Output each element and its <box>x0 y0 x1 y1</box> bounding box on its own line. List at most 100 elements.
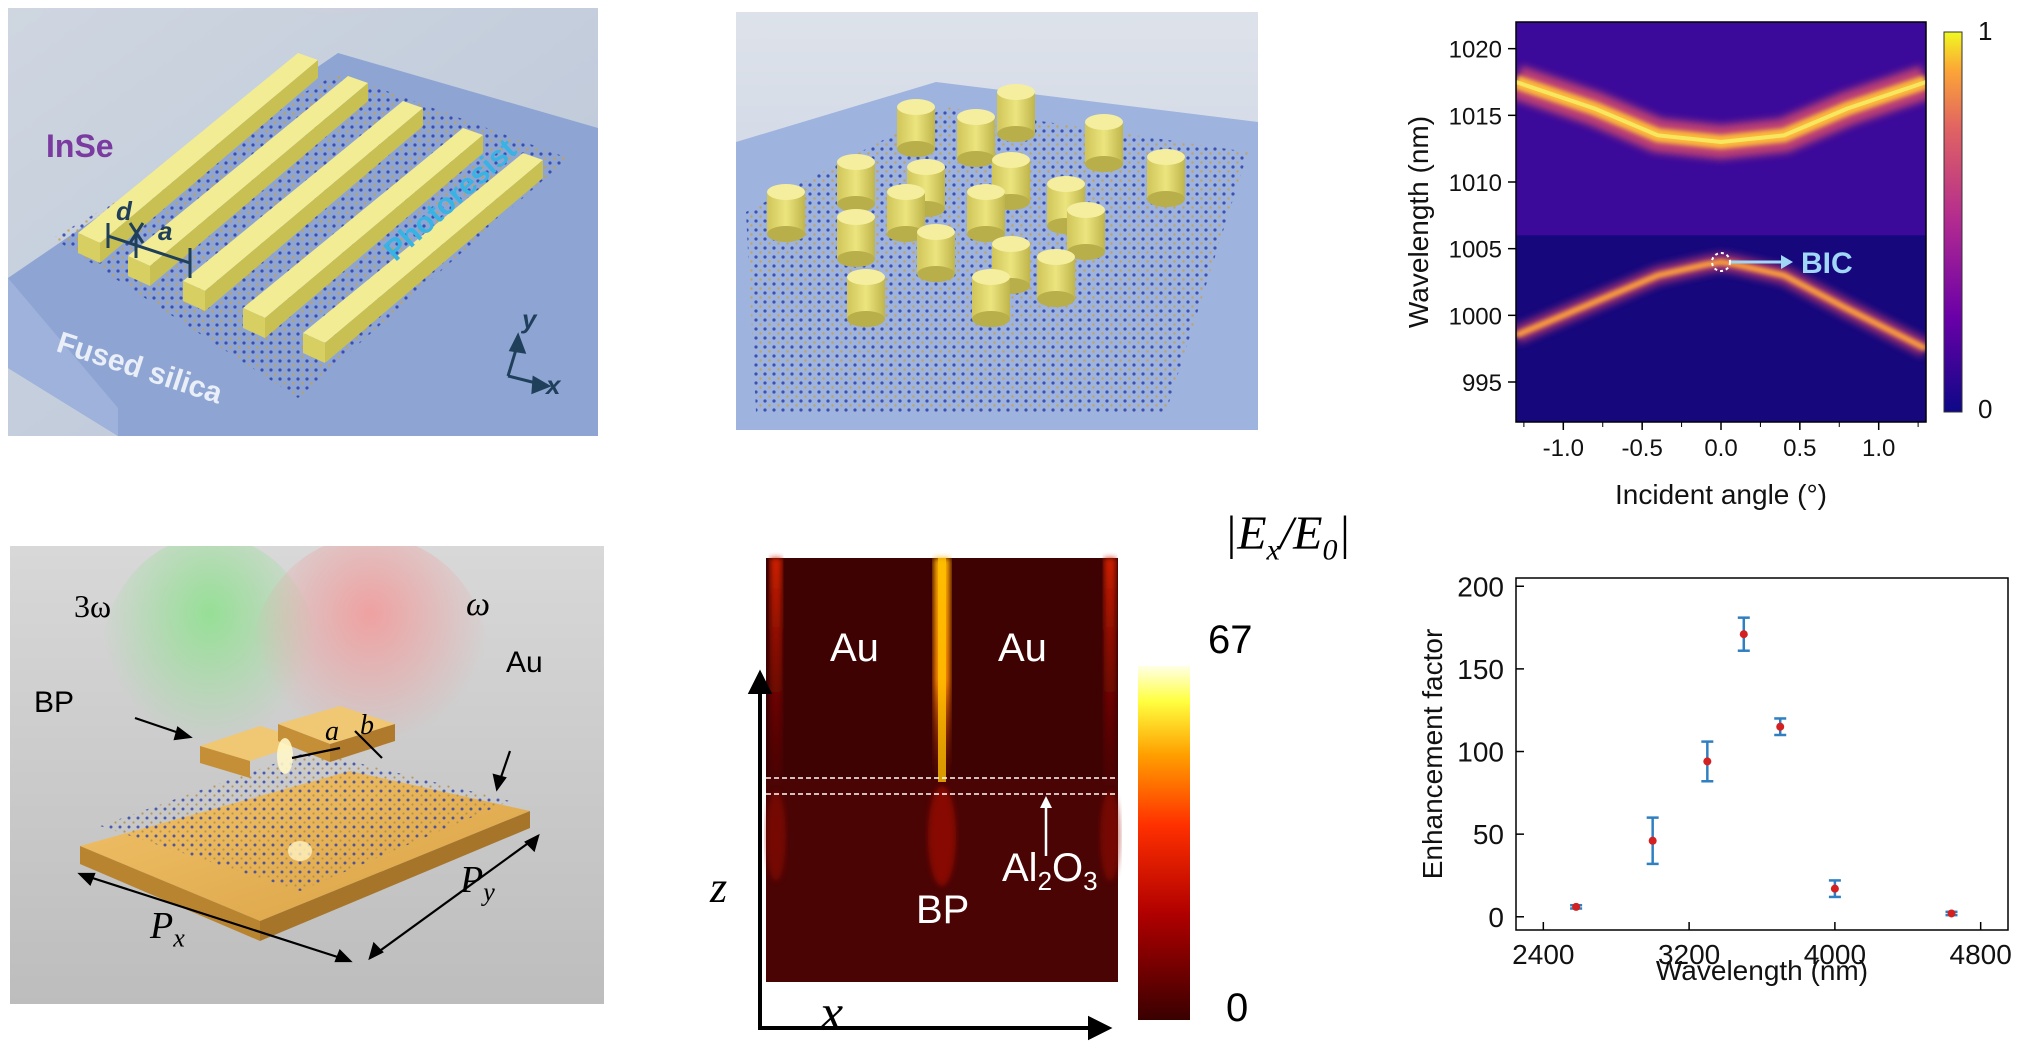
photoresist-bars <box>78 53 543 363</box>
omega-label: ω <box>466 586 491 623</box>
e-colorbar-min: 0 <box>1226 986 1249 1030</box>
panel-d-illustration <box>10 536 604 1004</box>
c-ylabel: Wavelength (nm) <box>1403 116 1434 328</box>
cylinder <box>1147 149 1185 207</box>
data-marker <box>1947 909 1956 918</box>
cylinder <box>1085 114 1123 172</box>
y-tick-label: 100 <box>1457 737 1504 768</box>
enhancement-chart: 2400 3200 4000 4800 0 50 100 150 200 Wavelength … <box>1417 571 2012 986</box>
px-label: Px <box>150 905 185 953</box>
cylinder <box>767 184 805 242</box>
panel-d: 3ω ω BP Au a b Px Py <box>10 536 604 1004</box>
data-marker <box>1572 902 1581 911</box>
bic-marker <box>1711 252 1731 272</box>
bp-field-label: BP <box>916 888 970 932</box>
cylinder <box>907 159 945 217</box>
a-dimension-label: a <box>158 216 173 246</box>
field-map <box>747 558 1190 1041</box>
cylinder <box>837 209 875 267</box>
e-colorbar <box>1138 666 1190 1020</box>
y-tick-label: 1000 <box>1449 303 1502 330</box>
cylinder <box>897 99 935 157</box>
al2o3-label: Al2O3 <box>1002 846 1098 896</box>
y-tick-label: 1015 <box>1449 103 1502 130</box>
hotspot-left <box>770 558 782 782</box>
dimension-markers <box>77 716 540 963</box>
bp-layer <box>100 751 510 891</box>
a-gap-label: a <box>325 716 339 747</box>
z-axis-label: z <box>710 863 728 912</box>
cylinder <box>837 154 875 212</box>
x-tick-label: -0.5 <box>1621 435 1662 462</box>
y-axis-label: y <box>522 304 537 334</box>
cylinder <box>967 184 1005 242</box>
x-axis-label: x <box>820 985 844 1042</box>
cylinder <box>1037 249 1075 307</box>
f-xlabel: Wavelength (nm) <box>1656 955 1868 986</box>
panel-a-illustration <box>8 0 598 436</box>
cylinder <box>917 224 955 282</box>
panel-e: Au Au BP Al2O3 z x |Ex/E0| 67 0 <box>690 506 1351 1046</box>
c-colorbar-max: 1 <box>1978 16 1992 46</box>
lower-band <box>1516 258 1926 352</box>
e-colorbar-title: |Ex/E0| <box>1224 507 1351 567</box>
d-dimension-label: d <box>116 196 132 226</box>
bic-label: BIC <box>1801 247 1853 280</box>
data-point <box>1945 909 1958 918</box>
au-label: Au <box>506 646 543 679</box>
f-ylabel: Enhancement factor <box>1417 629 1448 880</box>
x-tick-label: 0.5 <box>1783 435 1816 462</box>
y-tick-label: 0 <box>1488 902 1504 933</box>
x-tick-label: 1.0 <box>1862 435 1895 462</box>
inse-label: InSe <box>46 128 114 164</box>
panel-c: -1.0 -0.5 0.0 0.5 1.0 995 1000 1005 1010 1015 1020… <box>1380 10 2020 510</box>
y-tick-label: 50 <box>1473 819 1504 850</box>
e-colorbar-max: 67 <box>1208 618 1253 662</box>
dimension-markers <box>106 222 192 278</box>
panel-a: InSe Photoresist Fused silica d a y x <box>8 0 598 436</box>
y-tick-label: 1005 <box>1449 237 1502 264</box>
data-point <box>1570 902 1583 911</box>
cylinder <box>957 109 995 167</box>
data-point <box>1646 816 1659 866</box>
data-point <box>1701 740 1714 783</box>
au-right-label: Au <box>998 626 1047 670</box>
py-label: Py <box>460 859 495 907</box>
data-marker <box>1776 722 1785 731</box>
x-tick-label: 4800 <box>1950 939 2012 970</box>
data-point <box>1828 879 1841 899</box>
y-tick-label: 1010 <box>1449 170 1502 197</box>
data-point <box>1774 717 1787 737</box>
data-marker <box>1648 836 1657 845</box>
x-axis-label: x <box>546 370 561 400</box>
zx-axes <box>747 669 1113 1041</box>
data-marker <box>1703 757 1712 766</box>
y-tick-label: 150 <box>1457 654 1504 685</box>
au-left-label: Au <box>830 626 879 670</box>
c-xlabel: Incident angle (°) <box>1615 479 1827 510</box>
cylinder <box>1067 202 1105 260</box>
data-marker <box>1830 884 1839 893</box>
b-width-label: b <box>360 710 374 741</box>
cylinder-array <box>767 84 1185 327</box>
gold-antenna-right <box>278 706 395 744</box>
x-tick-label: 0.0 <box>1704 435 1737 462</box>
bp-label: BP <box>34 686 75 719</box>
f-plot-area <box>1515 577 2009 931</box>
data-point <box>1737 616 1750 652</box>
data-marker <box>1739 630 1748 639</box>
panel-f: 2400 3200 4000 4800 0 50 100 150 200 Wavelength … <box>1406 548 2020 988</box>
y-tick-label: 995 <box>1462 370 1502 397</box>
cylinder <box>972 269 1010 327</box>
cylinder <box>887 184 925 242</box>
cylinder <box>847 269 885 327</box>
x-tick-label: -1.0 <box>1543 435 1584 462</box>
y-tick-label: 1020 <box>1449 37 1502 64</box>
c-colorbar <box>1943 31 1963 413</box>
x-tick-label: 4000 <box>1804 939 1866 970</box>
bic-heatmap-chart: -1.0 -0.5 0.0 0.5 1.0 995 1000 1005 1010 1015 1020… <box>1403 16 1992 510</box>
x-tick-label: 3200 <box>1658 939 1720 970</box>
cylinder <box>992 152 1030 210</box>
axis-arrows <box>506 332 552 395</box>
hotspot-right <box>1104 558 1116 782</box>
